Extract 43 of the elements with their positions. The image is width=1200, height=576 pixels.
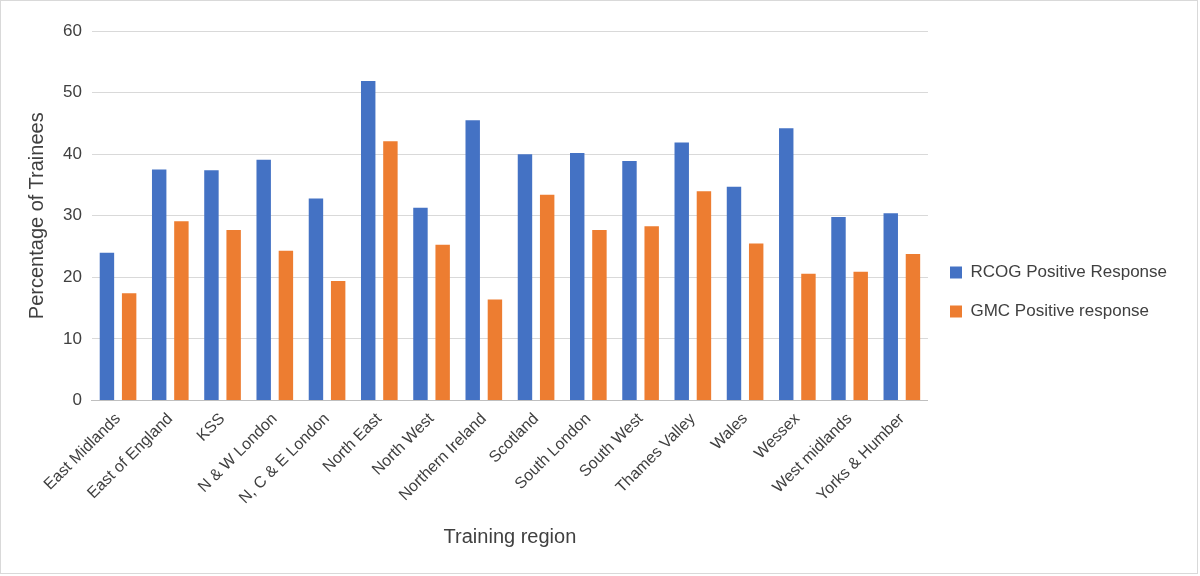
bar — [622, 160, 637, 401]
bar — [121, 293, 137, 401]
y-axis-title: Percentage of Trainees — [24, 112, 47, 320]
bar — [779, 128, 794, 401]
y-tick-label: 30 — [62, 205, 82, 225]
bar — [570, 152, 585, 401]
bar — [465, 120, 480, 401]
bar — [330, 281, 346, 401]
bar — [539, 194, 555, 401]
bar — [204, 170, 219, 401]
bar — [308, 198, 324, 401]
bar — [831, 216, 846, 401]
bar — [801, 273, 816, 401]
y-tick-label: 10 — [62, 328, 82, 348]
bar — [360, 80, 376, 401]
bar — [883, 213, 898, 401]
bar — [413, 207, 428, 401]
bar — [517, 154, 533, 401]
bar — [696, 191, 712, 401]
bar — [853, 271, 868, 401]
legend-label: RCOG Positive Response — [970, 262, 1168, 282]
bar — [905, 253, 921, 401]
legend-label: GMC Positive response — [970, 301, 1150, 321]
y-tick-label: 60 — [62, 20, 82, 40]
bar — [383, 141, 398, 401]
x-axis-title: Training region — [443, 524, 577, 547]
bar — [674, 142, 689, 401]
bar — [644, 226, 659, 401]
y-tick-label: 0 — [72, 390, 82, 410]
y-tick-label: 40 — [62, 143, 82, 163]
y-tick-label: 20 — [62, 267, 82, 287]
bar — [256, 159, 271, 401]
bar — [226, 229, 241, 401]
bar — [99, 252, 115, 401]
bar — [487, 299, 503, 401]
bar — [278, 250, 294, 401]
bar — [726, 186, 742, 401]
bar — [748, 243, 764, 401]
bar — [151, 169, 167, 401]
bar — [592, 229, 607, 401]
y-tick-label: 50 — [62, 82, 82, 102]
bar — [174, 221, 189, 401]
bar — [435, 244, 450, 401]
